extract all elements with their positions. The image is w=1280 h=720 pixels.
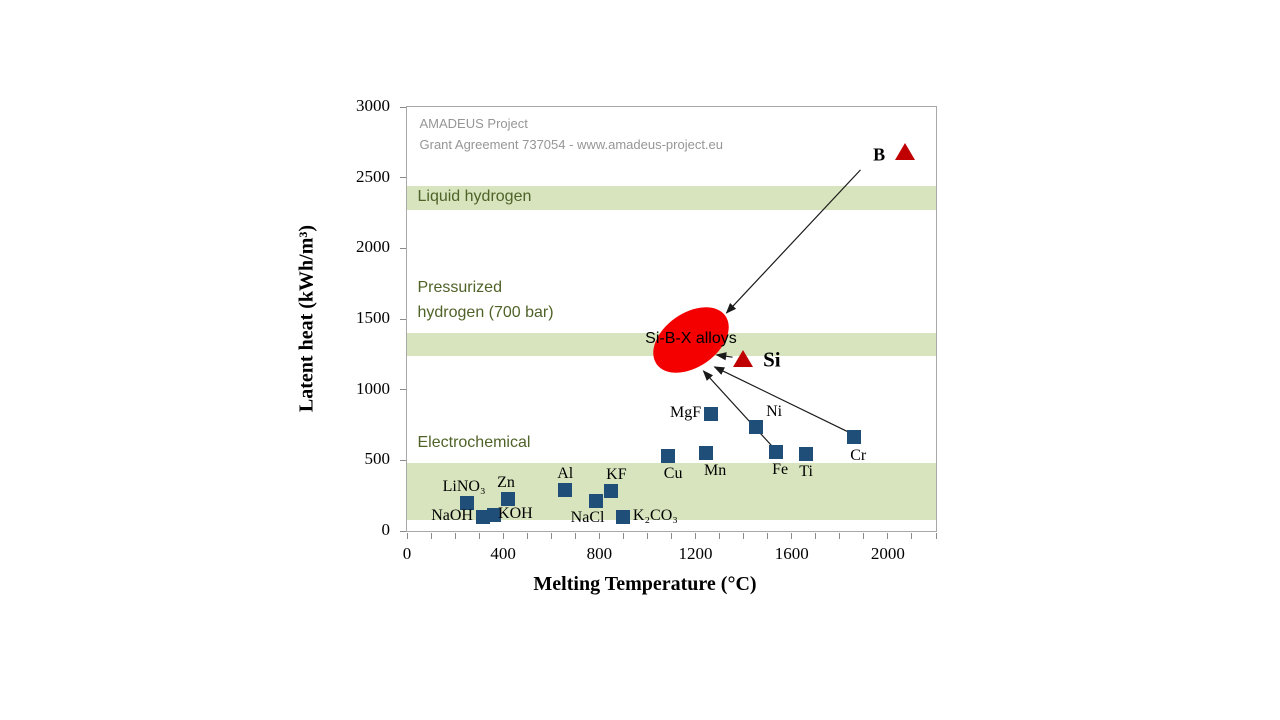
x-tick-1400 — [743, 532, 745, 539]
point-label-kf: KF — [606, 466, 627, 484]
x-tick-2000 — [887, 532, 889, 539]
point-label-b: B — [873, 144, 886, 165]
x-tick-label-2000: 2000 — [870, 544, 905, 563]
x-tick-0 — [406, 532, 408, 539]
x-tick-800 — [598, 532, 600, 539]
x-tick-400 — [502, 532, 504, 539]
marker-kf-square — [604, 484, 619, 499]
x-tick-900 — [622, 532, 624, 539]
attribution-line2: Grant Agreement 737054 - www.amadeus-pro… — [419, 136, 724, 152]
y-tick-label-0: 0 — [381, 520, 391, 539]
x-tick-label-400: 400 — [490, 544, 516, 563]
point-label-fe: Fe — [772, 461, 789, 479]
point-label-mn: Mn — [703, 462, 727, 480]
x-tick-600 — [550, 532, 552, 539]
marker-al-square — [558, 482, 573, 497]
x-tick-2200 — [935, 532, 937, 539]
x-tick-label-800: 800 — [586, 544, 613, 563]
y-tick-label-2500: 2500 — [356, 166, 390, 186]
point-label-si: Si — [763, 347, 781, 372]
x-tick-1100 — [671, 532, 672, 539]
y-tick-label-2000: 2000 — [356, 237, 390, 257]
x-tick-100 — [430, 532, 432, 539]
attribution: AMADEUS Project Grant Agreement 737054 -… — [420, 113, 724, 155]
point-label-mgf: MgF — [670, 404, 702, 422]
si-b-x-alloys-label: Si-B-X alloys — [645, 330, 737, 348]
band-label-electrochemical: Electrochemical — [417, 433, 531, 451]
marker-fe-square — [769, 445, 784, 460]
x-tick-1800 — [839, 532, 841, 539]
x-tick-1700 — [815, 532, 817, 539]
y-tick-500 — [399, 459, 406, 461]
band-label-liquid-hydrogen: Liquid hydrogen — [417, 188, 532, 205]
marker-koh-square — [487, 507, 502, 522]
marker-nacl-square — [589, 493, 604, 508]
band-label-pressurized-hydrogen-700-bar-line1: Pressurized — [417, 278, 502, 296]
x-tick-1200 — [695, 532, 697, 539]
marker-zn-square — [500, 491, 515, 506]
point-label-naoh: NaOH — [431, 507, 473, 525]
marker-ni-square — [749, 420, 764, 435]
y-tick-3000 — [399, 106, 406, 108]
attribution-line1: AMADEUS Project — [419, 115, 528, 131]
marker-cr-square — [847, 429, 862, 444]
x-tick-1000 — [646, 532, 648, 539]
point-label-lino: LiNO₃ — [442, 477, 486, 495]
x-tick-300 — [478, 532, 480, 539]
y-tick-2500 — [399, 177, 406, 179]
x-tick-label-0: 0 — [402, 544, 412, 563]
x-tick-1600 — [791, 532, 793, 539]
y-axis-title: Latent heat (kWh/m³) — [295, 224, 318, 413]
marker-lino-square — [460, 495, 475, 510]
y-tick-1500 — [399, 318, 406, 320]
y-tick-1000 — [399, 389, 406, 391]
marker-ti-square — [799, 447, 814, 462]
band-label-pressurized-hydrogen-700-bar-line2: hydrogen (700 bar) — [417, 303, 554, 321]
x-tick-700 — [574, 532, 576, 539]
x-tick-200 — [454, 532, 456, 539]
y-tick-label-1500: 1500 — [356, 308, 390, 327]
x-tick-label-1600: 1600 — [774, 544, 809, 563]
point-label-ni: Ni — [766, 403, 783, 421]
marker-mn-square — [699, 446, 714, 461]
point-label-cu: Cu — [663, 465, 683, 483]
point-label-k-co: K₂CO₃ — [632, 506, 678, 524]
marker-si-triangle — [733, 349, 754, 367]
point-label-al: Al — [557, 464, 574, 482]
x-tick-1500 — [767, 532, 769, 539]
point-label-zn: Zn — [497, 473, 515, 491]
marker-naoh-square — [475, 510, 490, 525]
y-tick-label-500: 500 — [364, 449, 391, 469]
marker-b-triangle — [895, 143, 916, 161]
marker-cu-square — [661, 449, 676, 464]
x-axis-title: Melting Temperature (°C) — [533, 573, 757, 595]
y-tick-label-1000: 1000 — [356, 378, 390, 398]
point-label-ti: Ti — [799, 463, 813, 481]
x-tick-1900 — [863, 532, 865, 539]
x-tick-1300 — [719, 532, 721, 539]
x-tick-500 — [526, 532, 528, 539]
point-label-nacl: NaCl — [570, 508, 605, 526]
x-tick-label-1200: 1200 — [678, 544, 713, 563]
x-tick-2100 — [911, 532, 913, 539]
plot-area: AMADEUS Project Grant Agreement 737054 -… — [405, 105, 937, 532]
point-label-koh: KOH — [498, 504, 533, 522]
y-tick-2000 — [399, 247, 406, 249]
point-label-cr: Cr — [850, 446, 867, 464]
marker-k-co-square — [615, 509, 630, 524]
marker-mgf-square — [704, 407, 719, 422]
y-tick-label-3000: 3000 — [356, 96, 390, 115]
y-tick-0 — [399, 530, 406, 532]
